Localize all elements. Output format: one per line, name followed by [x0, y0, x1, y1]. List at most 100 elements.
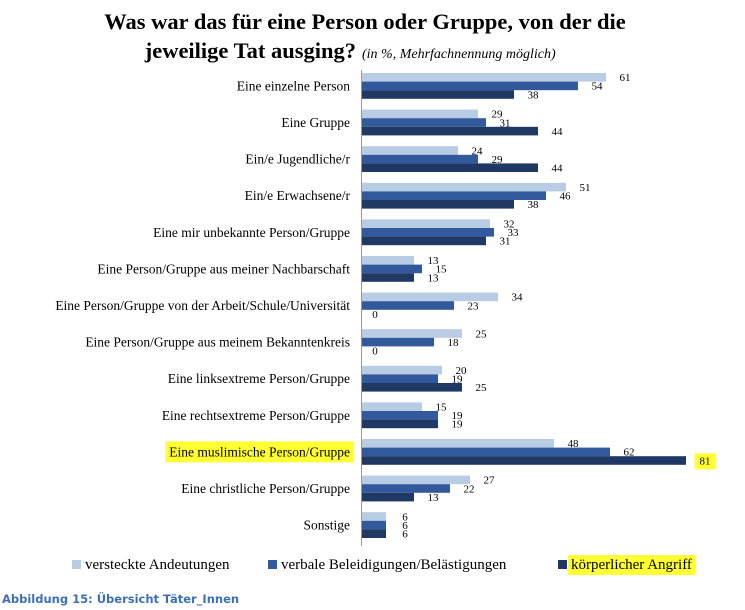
bar-verbale-beleidigungen-bel-stigungen — [362, 520, 386, 530]
bar-versteckte-andeutungen — [362, 219, 490, 228]
data-label: 20 — [456, 365, 468, 377]
data-label: 15 — [436, 402, 448, 414]
data-label: 29 — [492, 109, 504, 121]
data-label: 19 — [452, 419, 464, 431]
data-label: 25 — [476, 328, 488, 340]
data-label: 23 — [468, 300, 480, 312]
bar-verbale-beleidigungen-bel-stigungen — [362, 374, 438, 383]
data-label: 81 — [700, 455, 711, 467]
data-label: 62 — [624, 447, 635, 459]
bar-versteckte-andeutungen — [362, 256, 414, 265]
bar-verbale-beleidigungen-bel-stigungen — [362, 301, 454, 310]
category-label-eine-linksextreme-person-gruppe: Eine linksextreme Person/Gruppe — [168, 371, 350, 386]
data-label: 13 — [428, 255, 440, 267]
data-label: 15 — [436, 264, 448, 276]
data-label: 13 — [428, 492, 440, 504]
chart-title-line-1: Was war das für eine Person oder Gruppe,… — [104, 9, 626, 34]
bar-verbale-beleidigungen-bel-stigungen — [362, 447, 610, 457]
data-label: 61 — [620, 72, 631, 84]
bar-versteckte-andeutungen — [362, 146, 458, 155]
bar-k-rperlicher-angriff — [362, 236, 486, 246]
data-label: 19 — [452, 374, 464, 386]
category-label-eine-mir-unbekannte-person-gruppe: Eine mir unbekannte Person/Gruppe — [153, 225, 350, 240]
bar-versteckte-andeutungen — [362, 73, 606, 82]
figure-caption: Abbildung 15: Übersicht Täter_Innen — [2, 592, 240, 606]
legend-label-k-rperlicher-angriff: körperlicher Angriff — [571, 557, 692, 573]
category-highlight — [165, 441, 354, 463]
data-label: 44 — [552, 163, 564, 175]
data-label: 6 — [402, 520, 408, 532]
data-label: 18 — [448, 337, 460, 349]
bar-k-rperlicher-angriff — [362, 273, 414, 282]
bar-k-rperlicher-angriff — [362, 126, 538, 136]
data-label: 24 — [472, 145, 484, 157]
bar-versteckte-andeutungen — [362, 475, 470, 485]
bar-versteckte-andeutungen — [362, 439, 554, 448]
bar-versteckte-andeutungen — [362, 512, 386, 521]
data-label: 54 — [592, 81, 604, 93]
data-label: 31 — [500, 236, 511, 248]
chart: Was war das für eine Person oder Gruppe,… — [55, 9, 716, 575]
bar-k-rperlicher-angriff — [362, 456, 686, 465]
bar-verbale-beleidigungen-bel-stigungen — [362, 337, 434, 347]
data-label: 38 — [528, 199, 540, 211]
chart-title-note: (in %, Mehrfachnennung möglich) — [362, 47, 556, 62]
bar-k-rperlicher-angriff — [362, 383, 462, 392]
category-label-eine-christliche-person-gruppe: Eine christliche Person/Gruppe — [181, 481, 350, 496]
data-label: 22 — [464, 483, 475, 495]
bar-verbale-beleidigungen-bel-stigungen — [362, 264, 422, 274]
data-label: 25 — [476, 382, 488, 394]
bar-k-rperlicher-angriff — [362, 419, 438, 429]
data-label: 38 — [528, 89, 540, 101]
bar-versteckte-andeutungen — [362, 109, 478, 119]
data-label: 6 — [402, 529, 408, 541]
bar-versteckte-andeutungen — [362, 329, 462, 338]
data-label: 29 — [492, 154, 504, 166]
data-label: 51 — [580, 182, 591, 194]
legend: versteckte Andeutungen verbale Beleidigun… — [72, 555, 695, 575]
bar-k-rperlicher-angriff — [362, 492, 414, 502]
category-label-eine-gruppe: Eine Gruppe — [281, 115, 350, 130]
category-label-eine-person-gruppe-aus-meiner-nachbarschaft: Eine Person/Gruppe aus meiner Nachbarsch… — [97, 261, 350, 276]
category-label-eine-person-gruppe-aus-meinem-bekanntenkreis: Eine Person/Gruppe aus meinem Bekanntenk… — [85, 335, 350, 350]
bar-k-rperlicher-angriff — [362, 163, 538, 172]
category-label-eine-einzelne-person: Eine einzelne Person — [237, 78, 350, 93]
data-label: 0 — [372, 346, 378, 358]
data-label: 44 — [552, 126, 564, 138]
category-label-eine-muslimische-person-gruppe: Eine muslimische Person/Gruppe — [169, 444, 350, 459]
data-label: 19 — [452, 410, 464, 422]
bar-verbale-beleidigungen-bel-stigungen — [362, 411, 438, 420]
legend-highlight — [568, 555, 695, 575]
legend-label-versteckte-andeutungen: versteckte Andeutungen — [85, 557, 230, 573]
legend-swatch-verbale-beleidigungen-bel-stigungen — [268, 560, 277, 569]
legend-swatch-k-rperlicher-angriff — [558, 560, 567, 569]
legend-label-verbale-beleidigungen-bel-stigungen: verbale Beleidigungen/Belästigungen — [281, 557, 507, 573]
chart-title-line-2: jeweilige Tat ausging? — [144, 38, 356, 63]
data-label: 34 — [512, 292, 524, 304]
bar-verbale-beleidigungen-bel-stigungen — [362, 81, 578, 91]
data-label: 46 — [560, 191, 572, 203]
bar-k-rperlicher-angriff — [362, 90, 514, 99]
data-label: 32 — [504, 219, 515, 231]
bar-verbale-beleidigungen-bel-stigungen — [362, 154, 478, 164]
category-label-ein-e-erwachsene-r: Ein/e Erwachsene/r — [245, 188, 351, 203]
data-label: 33 — [508, 227, 520, 239]
data-label: 48 — [568, 438, 580, 450]
bar-verbale-beleidigungen-bel-stigungen — [362, 484, 450, 493]
category-label-eine-person-gruppe-von-der-arbeit-schule-universit-t: Eine Person/Gruppe von der Arbeit/Schule… — [55, 298, 350, 313]
category-label-sonstige: Sonstige — [303, 518, 350, 533]
bar-k-rperlicher-angriff — [362, 529, 386, 538]
category-label-eine-rechtsextreme-person-gruppe: Eine rechtsextreme Person/Gruppe — [162, 408, 350, 423]
bar-versteckte-andeutungen — [362, 292, 498, 302]
bar-k-rperlicher-angriff — [362, 200, 514, 209]
bar-verbale-beleidigungen-bel-stigungen — [362, 191, 546, 200]
data-label: 27 — [484, 475, 496, 487]
data-label: 31 — [500, 117, 511, 129]
data-label-highlight — [694, 453, 716, 470]
bar-versteckte-andeutungen — [362, 365, 442, 375]
bar-verbale-beleidigungen-bel-stigungen — [362, 118, 486, 127]
data-label: 13 — [428, 272, 440, 284]
bar-versteckte-andeutungen — [362, 182, 566, 192]
bar-versteckte-andeutungen — [362, 402, 422, 411]
